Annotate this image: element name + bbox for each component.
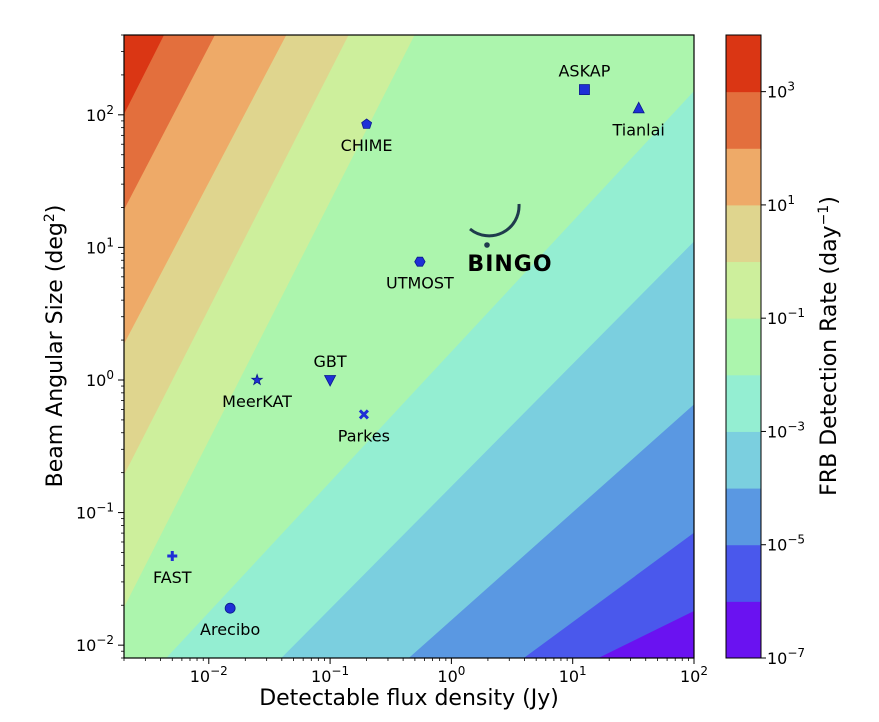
telescope-label-utmost: UTMOST bbox=[386, 274, 454, 293]
plot-frame bbox=[123, 34, 695, 659]
colorbar-level-10 bbox=[726, 35, 761, 93]
telescope-marker-askap bbox=[579, 84, 590, 95]
y-tick-label-1: 10−1 bbox=[76, 501, 114, 523]
telescope-marker-utmost bbox=[414, 256, 426, 267]
x-tick-label-4: 102 bbox=[680, 664, 708, 686]
y-axis-label-sup: 2 bbox=[42, 213, 58, 222]
colorbar-tick-label-2: 10−3 bbox=[767, 419, 805, 441]
y-tick-label-3: 101 bbox=[86, 235, 114, 257]
colorbar-tick-label-0: 10−7 bbox=[767, 646, 805, 668]
telescope-label-fast: FAST bbox=[153, 568, 192, 587]
telescope-askap: ASKAP bbox=[558, 62, 611, 95]
y-axis-label: Beam Angular Size (deg2) bbox=[42, 205, 68, 488]
x-tick-label-1: 10−1 bbox=[311, 664, 349, 686]
bingo-logo: BINGO bbox=[467, 203, 552, 277]
colorbar-level-4 bbox=[726, 374, 761, 432]
colorbar-level-2 bbox=[726, 488, 761, 546]
x-axis: 10−2 10−1 100 101 102 bbox=[123, 658, 708, 686]
colorbar-tick-label-5: 103 bbox=[767, 80, 795, 102]
colorbar-level-5 bbox=[726, 318, 761, 376]
telescope-label-askap: ASKAP bbox=[558, 62, 610, 81]
colorbar-label-sup: −1 bbox=[816, 205, 832, 226]
colorbar-tick-label-3: 10−1 bbox=[767, 306, 805, 328]
y-tick-label-0: 10−2 bbox=[76, 633, 114, 655]
y-tick-label-2: 100 bbox=[86, 368, 114, 390]
x-axis-label: Detectable flux density (Jy) bbox=[259, 686, 559, 711]
colorbar-level-0 bbox=[726, 601, 761, 659]
telescope-fast: FAST bbox=[153, 551, 192, 587]
telescope-label-chime: CHIME bbox=[341, 136, 393, 155]
bingo-logo-arc bbox=[469, 203, 521, 238]
colorbar-frame bbox=[725, 34, 762, 659]
telescope-tianlai: Tianlai bbox=[612, 101, 665, 139]
colorbar-tick-label-1: 10−5 bbox=[767, 533, 805, 555]
telescope-label-meerkat: MeerKAT bbox=[222, 392, 292, 411]
y-tick-label-4: 102 bbox=[86, 103, 114, 125]
telescope-gbt: GBT bbox=[314, 352, 347, 387]
x-tick-label-2: 100 bbox=[437, 664, 465, 686]
colorbar-level-3 bbox=[726, 431, 761, 489]
telescope-parkes: Parkes bbox=[338, 409, 390, 445]
telescope-label-parkes: Parkes bbox=[338, 426, 390, 445]
colorbar-level-8 bbox=[726, 148, 761, 206]
telescope-marker-tianlai bbox=[632, 101, 645, 114]
telescope-meerkat: MeerKAT bbox=[222, 373, 292, 411]
colorbar-level-7 bbox=[726, 204, 761, 263]
telescope-chime: CHIME bbox=[341, 118, 393, 155]
colorbar-level-1 bbox=[726, 544, 761, 602]
colorbar-tick-label-4: 101 bbox=[767, 193, 795, 215]
x-tick-label-0: 10−2 bbox=[190, 664, 228, 686]
x-tick-label-3: 101 bbox=[559, 664, 587, 686]
telescope-marker-arecibo bbox=[224, 602, 236, 614]
telescope-marker-chime bbox=[361, 118, 373, 129]
telescope-label-gbt: GBT bbox=[314, 352, 347, 371]
bingo-logo-dot bbox=[484, 242, 490, 248]
colorbar-label: FRB Detection Rate (day−1) bbox=[816, 196, 842, 496]
telescope-marker-fast bbox=[167, 551, 178, 562]
telescope-label-tianlai: Tianlai bbox=[612, 120, 665, 139]
telescope-marker-parkes bbox=[358, 409, 369, 420]
y-axis: 10−2 10−1 100 101 102 bbox=[76, 34, 124, 659]
telescope-markers: ASKAP Tianlai CHIME UTMOST GBT MeerKAT Parkes F… bbox=[153, 62, 665, 640]
telescope-marker-gbt bbox=[323, 375, 337, 387]
colorbar-level-9 bbox=[726, 91, 761, 149]
colorbar: 10−7 10−5 10−3 10−1 101 103 bbox=[726, 35, 805, 668]
telescope-label-arecibo: Arecibo bbox=[200, 620, 260, 639]
telescope-marker-meerkat bbox=[250, 373, 264, 386]
bingo-logo-text: BINGO bbox=[467, 252, 552, 277]
colorbar-level-6 bbox=[726, 261, 761, 319]
telescope-utmost: UTMOST bbox=[386, 256, 454, 293]
telescope-arecibo: Arecibo bbox=[200, 602, 260, 639]
contour-plot bbox=[123, 34, 695, 659]
